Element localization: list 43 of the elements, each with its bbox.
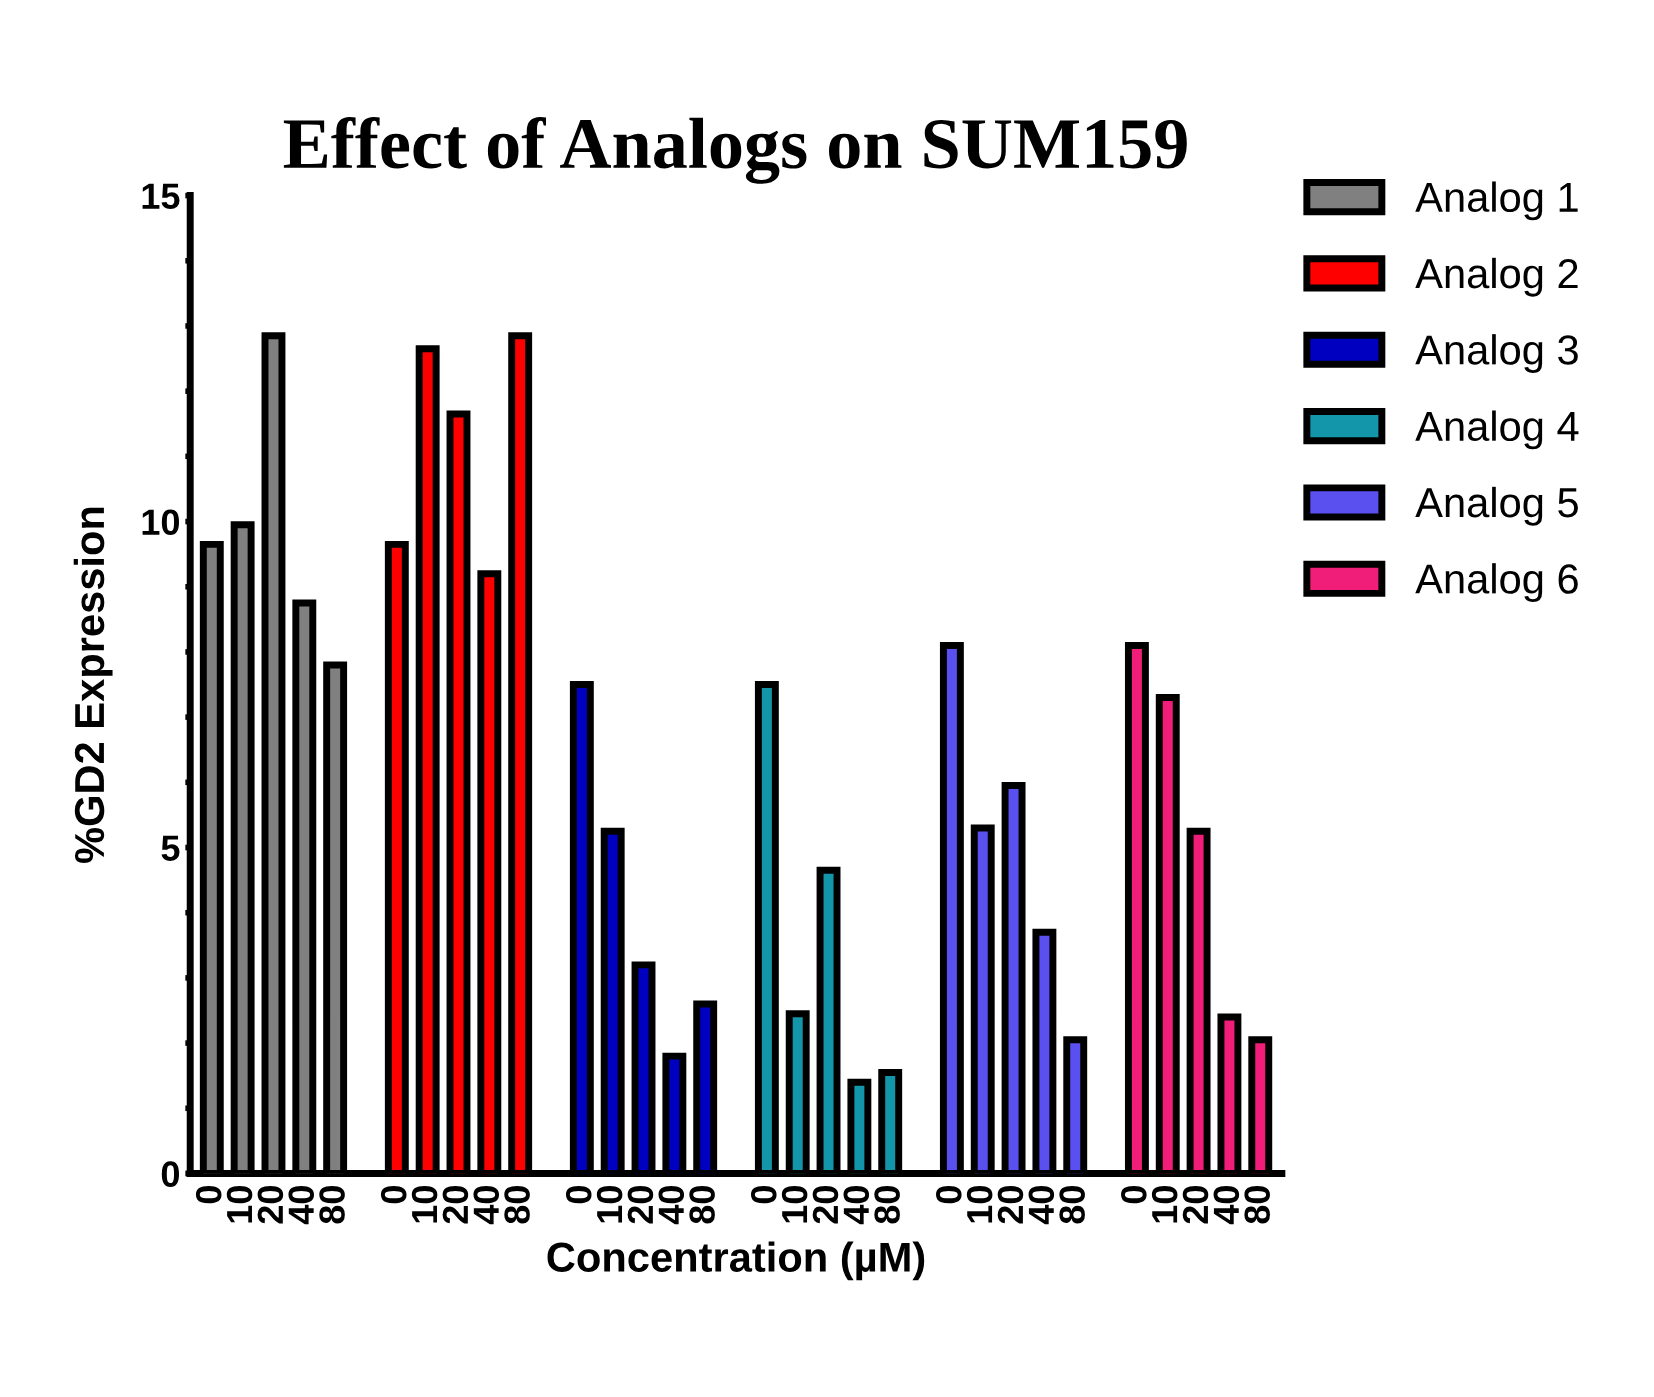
x-tick-label: 10 bbox=[596, 1186, 623, 1223]
x-tick-label: 80 bbox=[689, 1186, 715, 1224]
x-tick-label: 20 bbox=[812, 1186, 839, 1224]
x-tick-label: 10 bbox=[966, 1186, 993, 1223]
x-tick-label: 20 bbox=[1182, 1186, 1209, 1224]
x-tick-label: 40 bbox=[473, 1186, 500, 1225]
x-tick-label: 10 bbox=[781, 1186, 808, 1223]
chart-title: Effect of Analogs on SUM159 bbox=[283, 116, 1187, 184]
x-tick-label: 0 bbox=[750, 1186, 777, 1204]
x-tick-label: 0 bbox=[565, 1186, 592, 1204]
x-tick-label: 80 bbox=[319, 1186, 345, 1224]
legend-label: Analog 2 bbox=[1415, 257, 1578, 297]
x-tick-label: 10 bbox=[411, 1186, 438, 1223]
x-tick-label: 40 bbox=[1213, 1186, 1240, 1225]
x-tick-label: 20 bbox=[257, 1186, 284, 1224]
x-tick-label: 40 bbox=[288, 1186, 314, 1225]
y-tick-label: 10 bbox=[142, 509, 180, 535]
y-tick-label: 15 bbox=[142, 183, 180, 210]
legend-label: Analog 5 bbox=[1415, 486, 1578, 526]
x-tick-label: 80 bbox=[504, 1186, 530, 1224]
x-tick-label: 0 bbox=[195, 1186, 222, 1204]
x-tick-label: 20 bbox=[442, 1186, 469, 1224]
x-tick-label: 40 bbox=[658, 1186, 685, 1225]
x-tick-label: 20 bbox=[627, 1186, 654, 1224]
x-tick-label: 80 bbox=[1059, 1186, 1085, 1224]
legend-label: Analog 1 bbox=[1415, 181, 1578, 221]
x-tick-label: 0 bbox=[380, 1186, 407, 1204]
x-tick-label: 40 bbox=[1028, 1186, 1055, 1225]
y-tick-label: 5 bbox=[161, 835, 180, 861]
x-tick-label: 10 bbox=[226, 1186, 253, 1223]
legend-label: Analog 4 bbox=[1415, 410, 1579, 450]
x-tick-label: 40 bbox=[843, 1186, 870, 1225]
x-tick-label: 0 bbox=[936, 1186, 962, 1204]
x-tick-label: 10 bbox=[1151, 1186, 1178, 1223]
y-axis-title: %GD2 Expression bbox=[73, 507, 113, 863]
x-tick-label: 20 bbox=[997, 1186, 1024, 1224]
legend-label: Analog 6 bbox=[1415, 563, 1578, 603]
x-tick-label: 80 bbox=[1244, 1186, 1270, 1224]
y-tick-label: 0 bbox=[161, 1161, 180, 1187]
x-axis-title: Concentration (µM) bbox=[547, 1241, 925, 1281]
x-tick-label: 80 bbox=[874, 1186, 900, 1224]
x-tick-label: 0 bbox=[1121, 1186, 1147, 1204]
legend-label: Analog 3 bbox=[1415, 334, 1578, 373]
